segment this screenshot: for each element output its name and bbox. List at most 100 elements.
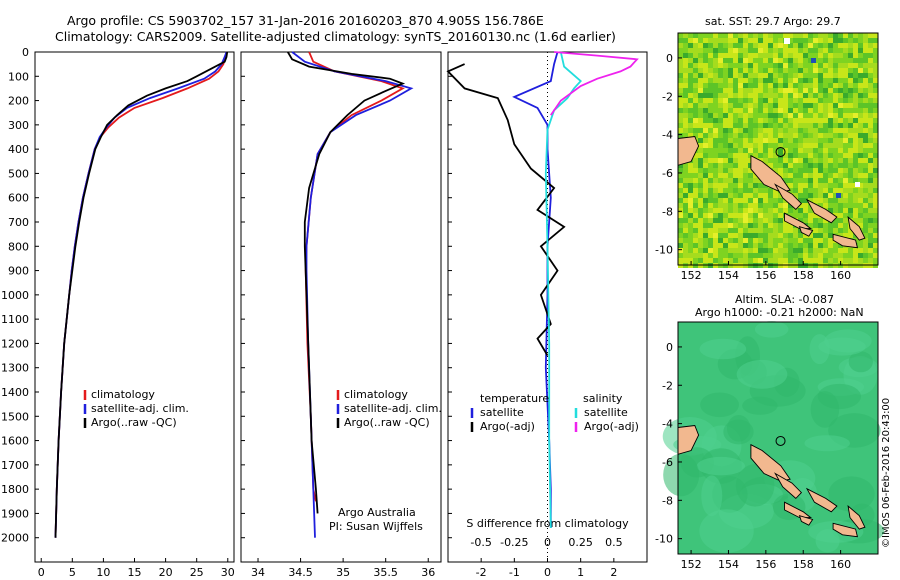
sst-cell <box>683 258 688 263</box>
sst-cell <box>718 188 723 193</box>
sst-cell <box>728 198 733 203</box>
sst-cell <box>818 108 823 113</box>
sst-cell <box>703 38 708 43</box>
sst-cell <box>833 253 838 258</box>
sst-cell <box>803 183 808 188</box>
sst-cell <box>683 58 688 63</box>
sst-cell <box>793 83 798 88</box>
sst-cell <box>763 228 768 233</box>
sst-cell <box>698 193 703 198</box>
sst-cell <box>683 128 688 133</box>
sst-cell <box>788 118 793 123</box>
sst-cell <box>788 108 793 113</box>
sst-cell <box>818 103 823 108</box>
sst-cell <box>738 118 743 123</box>
sst-cell <box>808 58 813 63</box>
sst-cell <box>768 83 773 88</box>
sst-cell <box>753 38 758 43</box>
sst-cell <box>868 108 873 113</box>
sst-cell <box>803 258 808 263</box>
sst-cell <box>698 143 703 148</box>
sst-cell <box>703 123 708 128</box>
sst-cell <box>808 253 813 258</box>
sst-cell <box>843 43 848 48</box>
sst-cell <box>788 173 793 178</box>
sst-cell <box>678 93 683 98</box>
sla-blob <box>663 453 700 497</box>
sst-cell <box>788 83 793 88</box>
sst-cell <box>828 133 833 138</box>
sst-cell <box>873 138 878 143</box>
annotation: Argo Australia <box>338 506 416 519</box>
sst-cell <box>773 108 778 113</box>
sst-cell <box>798 48 803 53</box>
sla-blob <box>818 337 866 356</box>
sst-cell <box>873 183 878 188</box>
sst-cell <box>818 188 823 193</box>
sst-cell <box>688 53 693 58</box>
sst-cell <box>723 178 728 183</box>
sst-cell <box>748 203 753 208</box>
sst-cell <box>713 228 718 233</box>
sst-cell <box>868 148 873 153</box>
sst-cell <box>813 168 818 173</box>
panel-frame <box>34 51 235 563</box>
sst-cell <box>803 103 808 108</box>
sst-cell <box>748 223 753 228</box>
sst-cell <box>838 168 843 173</box>
sst-cell <box>808 63 813 68</box>
sst-cell <box>873 113 878 118</box>
sst-cell <box>858 123 863 128</box>
sst-cell <box>718 223 723 228</box>
sst-cell <box>818 73 823 78</box>
sst-cell <box>788 213 793 218</box>
sst-cell <box>818 68 823 73</box>
sst-cell <box>733 93 738 98</box>
sst-cell <box>753 93 758 98</box>
sst-cell <box>758 188 763 193</box>
sst-cell <box>748 218 753 223</box>
sst-cell <box>838 33 843 38</box>
s-tick-label: 0 <box>544 536 551 549</box>
sst-cell <box>788 63 793 68</box>
sst-cell <box>763 88 768 93</box>
sst-cell <box>873 93 878 98</box>
sst-cell <box>753 143 758 148</box>
sst-cell <box>758 63 763 68</box>
sst-cell <box>768 113 773 118</box>
sst-cell <box>708 73 713 78</box>
sst-cell <box>763 93 768 98</box>
sst-cell <box>778 258 783 263</box>
sst-cell <box>718 138 723 143</box>
sst-cell <box>818 88 823 93</box>
sst-cell <box>738 128 743 133</box>
sst-cell <box>683 108 688 113</box>
legend-label: climatology <box>344 388 408 401</box>
sst-cell <box>873 228 878 233</box>
sst-cell <box>833 78 838 83</box>
sst-cell <box>863 163 868 168</box>
sst-cell <box>773 98 778 103</box>
sst-cell <box>818 218 823 223</box>
sst-cell <box>808 33 813 38</box>
sst-cell <box>833 173 838 178</box>
sst-cell <box>818 168 823 173</box>
sst-cell <box>693 213 698 218</box>
sst-cell <box>693 128 698 133</box>
sst-cell <box>828 228 833 233</box>
sst-cell <box>703 138 708 143</box>
sst-cell <box>868 48 873 53</box>
sst-cell <box>848 143 853 148</box>
sst-cell <box>813 128 818 133</box>
lat-tick-label: -2 <box>662 379 673 392</box>
sst-cell <box>863 188 868 193</box>
sst-cell <box>693 178 698 183</box>
sst-cell <box>738 183 743 188</box>
sst-cell <box>848 58 853 63</box>
sst-cell <box>843 258 848 263</box>
sst-cell <box>778 213 783 218</box>
sst-cell <box>833 178 838 183</box>
sst-cell <box>858 193 863 198</box>
sst-cell <box>823 58 828 63</box>
sst-cell <box>678 128 683 133</box>
